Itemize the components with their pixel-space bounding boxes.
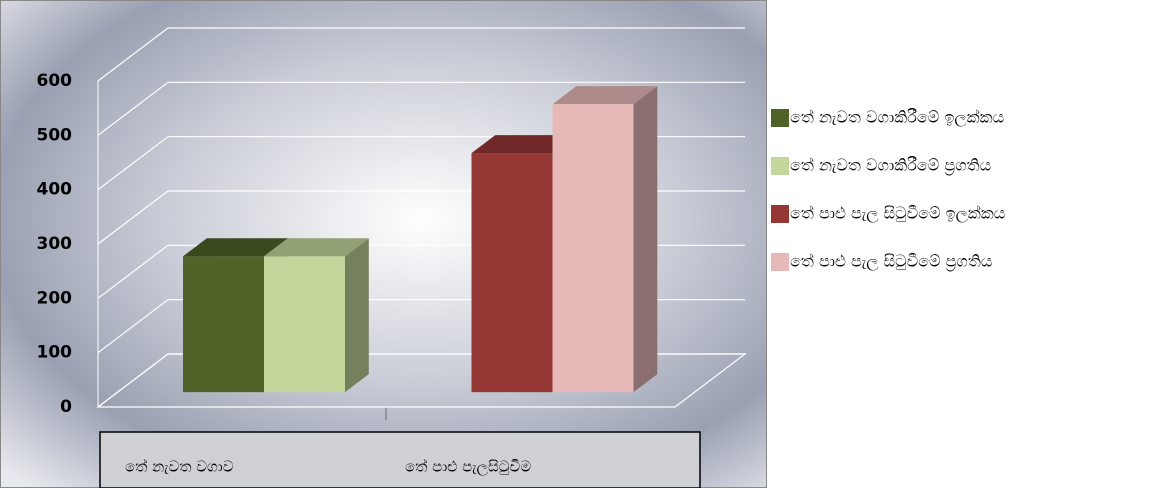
- y-tick-label: 0: [60, 397, 72, 417]
- bar-side: [633, 86, 658, 393]
- x-tick-label: තේ පාළු පැලසිටුවීම: [405, 457, 531, 475]
- legend-swatch: [771, 253, 789, 271]
- bar-top: [264, 238, 369, 257]
- category-table: [99, 431, 701, 488]
- x-tick-label: තේ නැවත වගාව: [125, 457, 234, 475]
- grid-line: [97, 190, 169, 245]
- grid-line: [97, 353, 169, 408]
- bar: [552, 86, 658, 393]
- bar: [264, 238, 369, 393]
- y-tick-label: 400: [37, 180, 73, 200]
- grid-line: [97, 136, 169, 191]
- bar-top: [471, 135, 577, 154]
- y-tick-label: 100: [37, 343, 73, 363]
- bar-front: [183, 256, 264, 393]
- y-tick-label: 500: [37, 125, 73, 145]
- legend-swatch: [771, 109, 789, 127]
- grid-line: [97, 81, 169, 136]
- legend-label: තේ පාළු පැල සිටුවීමේ ප්‍රගතිය: [790, 252, 992, 272]
- grid-line: [97, 244, 169, 299]
- y-tick-label: 300: [37, 234, 73, 254]
- legend-swatch: [771, 205, 789, 223]
- legend-swatch: [771, 157, 789, 175]
- y-tick-label: 200: [37, 288, 73, 308]
- legend-label: තේ පාළු පැල සිටුවීමේ ඉලක්කය: [790, 204, 1005, 224]
- legend-label: තේ නැවත වගාකිරීමේ ප්‍රගතිය: [790, 156, 991, 176]
- bar-top: [552, 86, 658, 105]
- legend-label: තේ නැවත වගාකිරීමේ ඉලක්කය: [790, 108, 1004, 128]
- bar-top: [183, 238, 288, 257]
- grid-line: [97, 27, 169, 82]
- bar-front: [264, 256, 345, 393]
- bar-front: [471, 153, 553, 393]
- bar-front: [552, 104, 634, 393]
- bar-side: [345, 238, 369, 393]
- y-tick-label: 600: [37, 71, 73, 91]
- grid-line: [97, 299, 169, 354]
